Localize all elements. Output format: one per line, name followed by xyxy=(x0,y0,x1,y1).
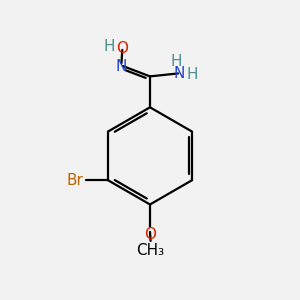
Text: Br: Br xyxy=(66,173,83,188)
Text: CH₃: CH₃ xyxy=(136,243,165,258)
Text: N: N xyxy=(116,58,127,74)
Text: H: H xyxy=(103,39,115,54)
Text: O: O xyxy=(144,227,156,242)
Text: H: H xyxy=(187,68,198,82)
Text: O: O xyxy=(116,41,128,56)
Text: H: H xyxy=(171,54,182,69)
Text: N: N xyxy=(174,66,185,81)
